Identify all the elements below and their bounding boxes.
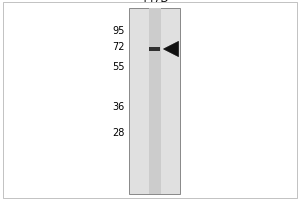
FancyBboxPatch shape bbox=[148, 8, 160, 194]
FancyBboxPatch shape bbox=[129, 8, 180, 194]
Text: 55: 55 bbox=[112, 62, 124, 72]
Text: 28: 28 bbox=[112, 128, 124, 138]
Polygon shape bbox=[164, 41, 178, 57]
Text: T47D: T47D bbox=[141, 0, 168, 4]
Text: 95: 95 bbox=[112, 26, 124, 36]
Text: 72: 72 bbox=[112, 42, 124, 52]
FancyBboxPatch shape bbox=[149, 47, 160, 51]
Text: 36: 36 bbox=[112, 102, 124, 112]
